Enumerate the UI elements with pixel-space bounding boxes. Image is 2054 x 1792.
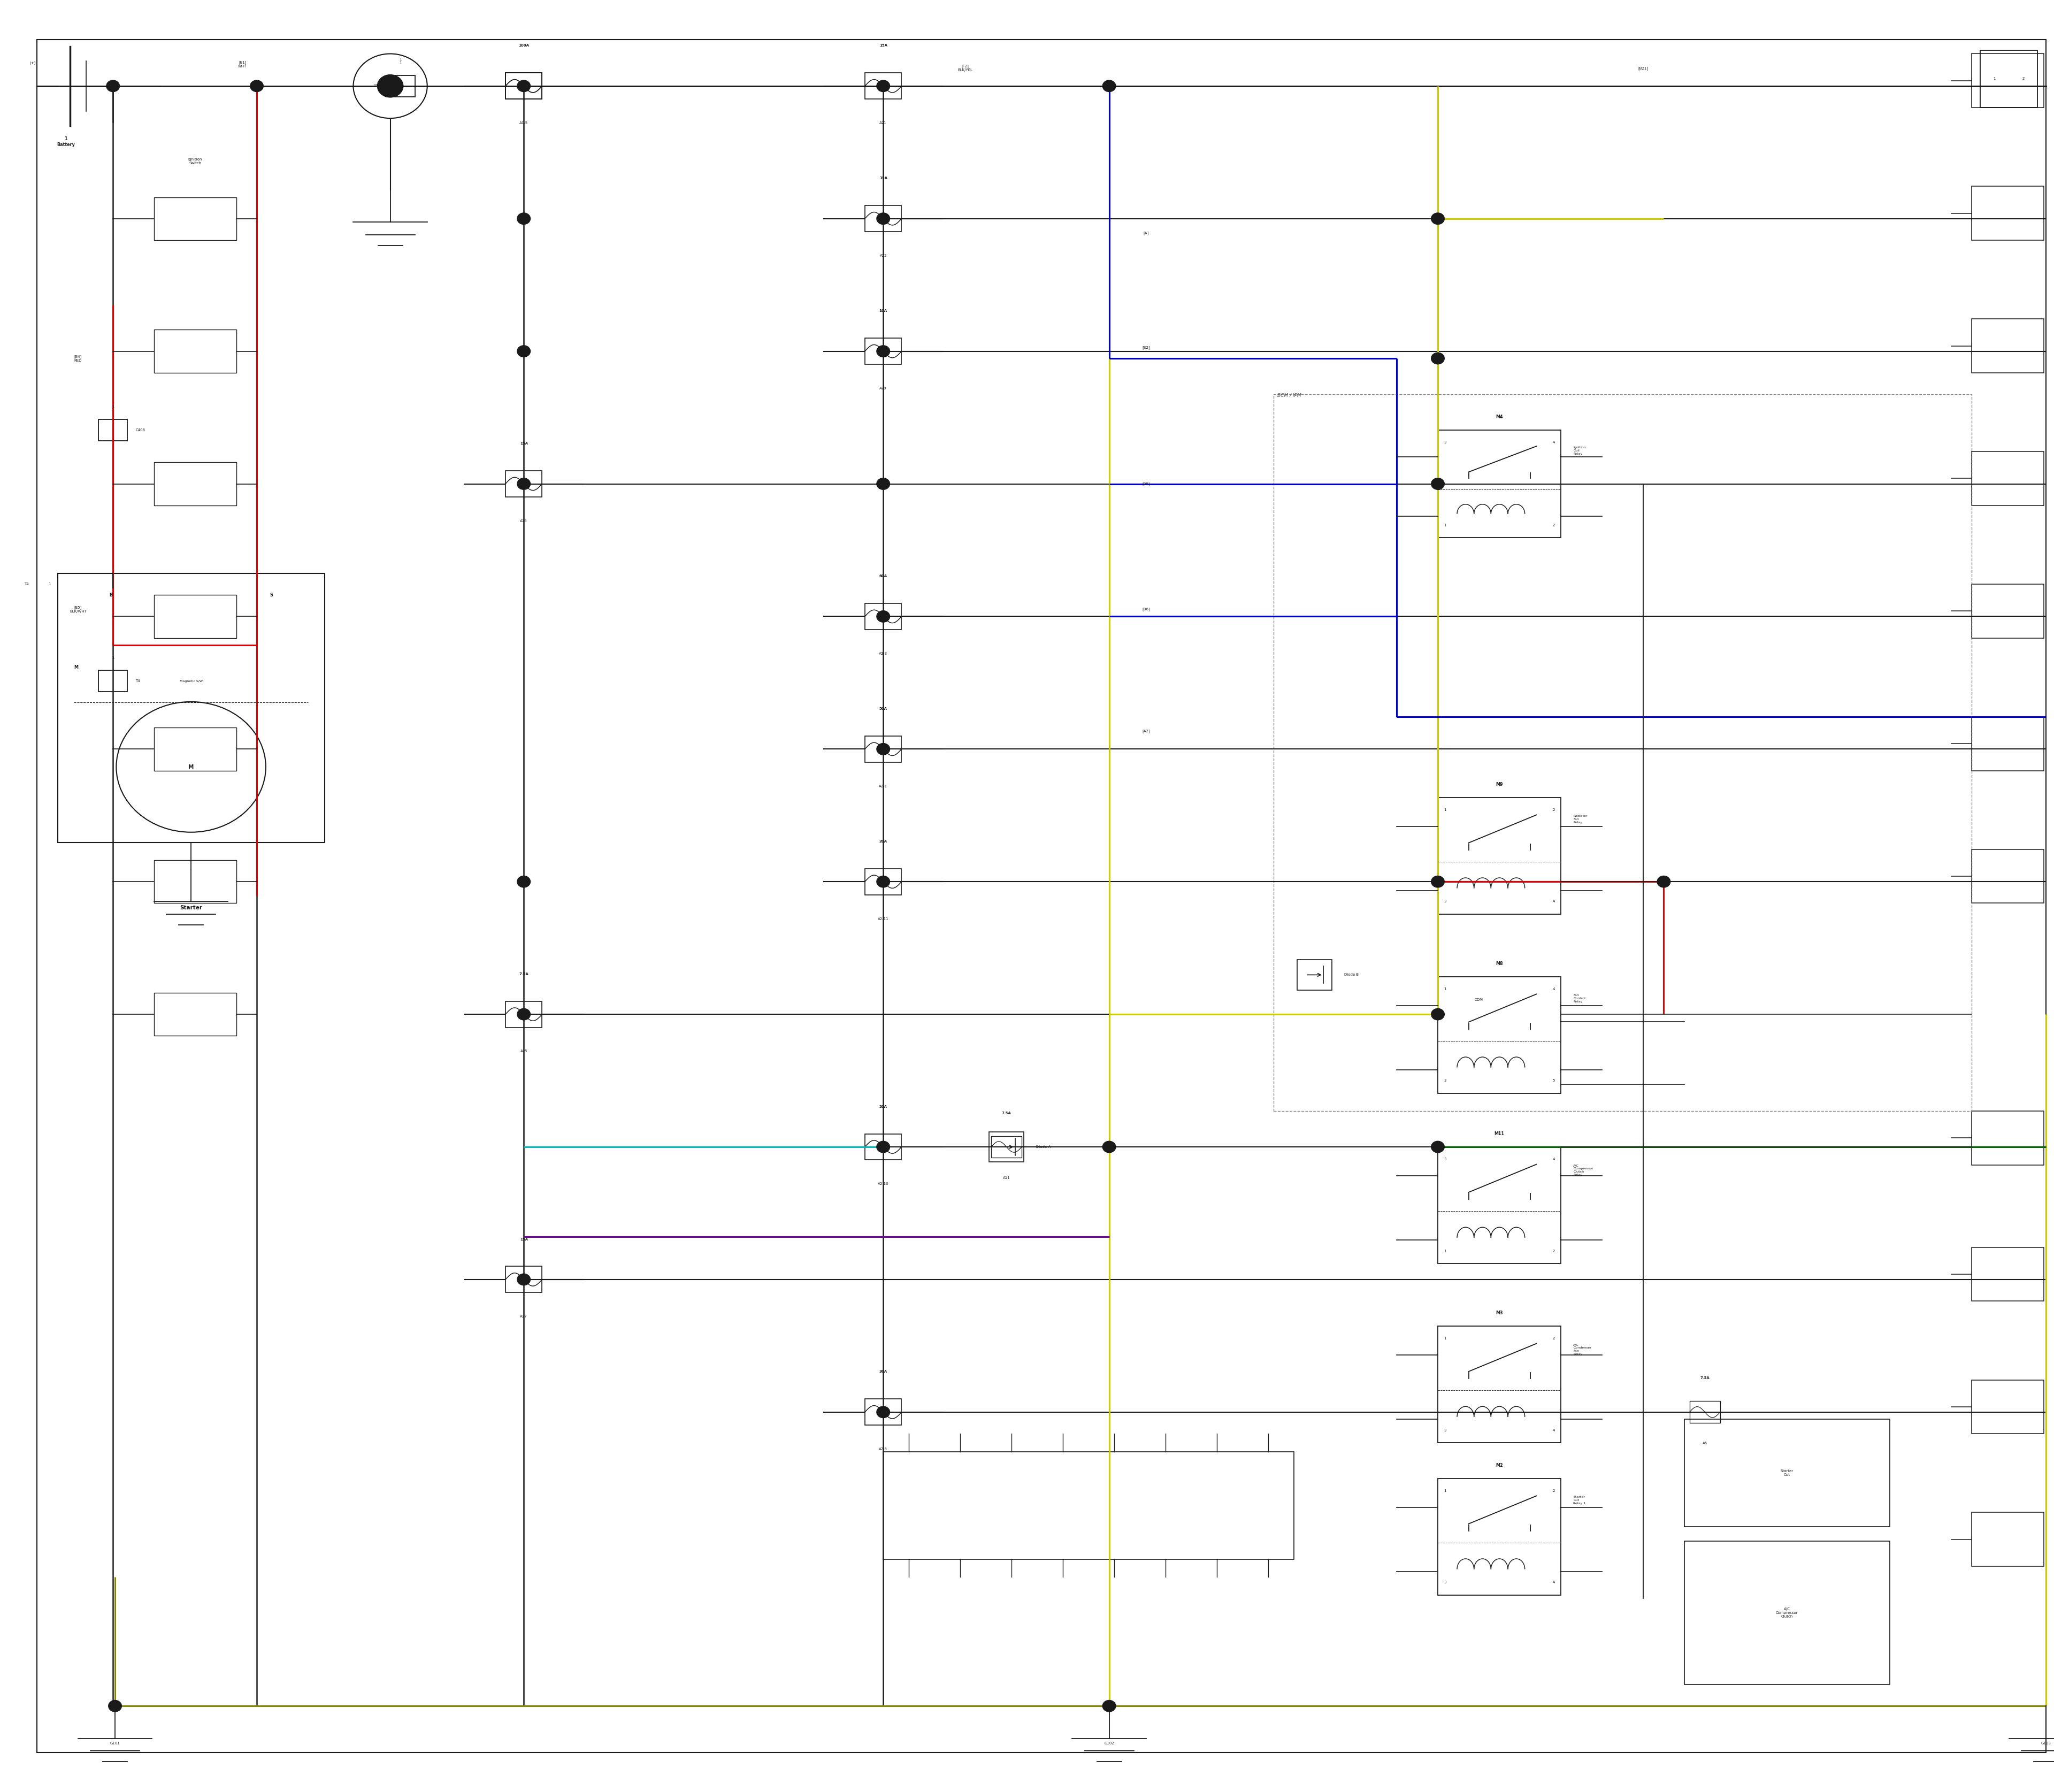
Text: M8: M8 bbox=[1495, 961, 1504, 966]
Bar bbox=[1972, 1247, 2044, 1301]
Text: 2: 2 bbox=[1553, 523, 1555, 527]
Text: 3: 3 bbox=[1444, 1581, 1446, 1584]
Text: 20A: 20A bbox=[879, 1106, 887, 1107]
Text: 20A: 20A bbox=[879, 840, 887, 842]
Bar bbox=[865, 206, 902, 231]
Text: 1: 1 bbox=[1992, 77, 1996, 81]
Text: Magnetic S/W: Magnetic S/W bbox=[179, 679, 203, 683]
Bar bbox=[154, 993, 236, 1036]
Text: M9: M9 bbox=[1495, 781, 1504, 787]
Text: 1: 1 bbox=[1444, 1489, 1446, 1493]
Text: T4: T4 bbox=[136, 679, 140, 683]
Text: 5: 5 bbox=[1553, 1079, 1555, 1082]
Bar bbox=[154, 330, 236, 373]
Text: 15A: 15A bbox=[879, 45, 887, 47]
Text: A5: A5 bbox=[1703, 1441, 1707, 1444]
Text: 1: 1 bbox=[1444, 1337, 1446, 1340]
Bar bbox=[1972, 717, 2044, 771]
Text: C406: C406 bbox=[136, 428, 146, 432]
Circle shape bbox=[1432, 353, 1444, 364]
Circle shape bbox=[1432, 1009, 1444, 1020]
Circle shape bbox=[518, 213, 530, 224]
Text: 10A: 10A bbox=[879, 310, 887, 312]
Circle shape bbox=[1103, 1701, 1115, 1711]
Text: 4: 4 bbox=[1553, 1428, 1555, 1432]
Text: 50A: 50A bbox=[879, 708, 887, 710]
Text: 7.5A: 7.5A bbox=[1002, 1111, 1011, 1115]
Bar bbox=[505, 73, 542, 99]
Text: 3: 3 bbox=[1444, 1079, 1446, 1082]
Text: 3: 3 bbox=[1444, 900, 1446, 903]
Bar bbox=[1438, 1478, 1561, 1595]
Text: 3: 3 bbox=[1444, 441, 1446, 444]
Bar bbox=[865, 339, 902, 364]
Bar bbox=[1438, 1326, 1561, 1443]
Text: 4: 4 bbox=[1553, 900, 1555, 903]
Bar bbox=[865, 737, 902, 762]
Bar bbox=[99, 419, 127, 441]
Text: [E1]
WHT: [E1] WHT bbox=[238, 61, 246, 68]
Text: 60A: 60A bbox=[879, 575, 887, 577]
Bar bbox=[1972, 584, 2044, 638]
Text: Starter
Cut
Relay 1: Starter Cut Relay 1 bbox=[1573, 1496, 1586, 1505]
Text: A22: A22 bbox=[879, 254, 887, 258]
Bar bbox=[1972, 849, 2044, 903]
Circle shape bbox=[877, 346, 889, 357]
Text: CDM: CDM bbox=[1475, 998, 1483, 1002]
Circle shape bbox=[877, 876, 889, 887]
Text: 1: 1 bbox=[398, 57, 403, 61]
Circle shape bbox=[107, 81, 119, 91]
Bar bbox=[154, 860, 236, 903]
Text: 1: 1 bbox=[47, 582, 51, 586]
Text: [B6]: [B6] bbox=[1142, 607, 1150, 611]
Bar bbox=[1972, 452, 2044, 505]
Text: 2: 2 bbox=[1553, 1489, 1555, 1493]
Bar bbox=[154, 462, 236, 505]
Bar bbox=[505, 1002, 542, 1027]
Text: M: M bbox=[74, 665, 78, 670]
Text: 100A: 100A bbox=[518, 45, 530, 47]
Text: 1: 1 bbox=[1444, 523, 1446, 527]
Bar bbox=[1684, 1541, 1890, 1684]
Text: 2: 2 bbox=[2021, 77, 2025, 81]
Bar bbox=[1438, 430, 1561, 538]
Text: [B2]: [B2] bbox=[1142, 346, 1150, 349]
Text: A21: A21 bbox=[879, 122, 887, 125]
Text: G102: G102 bbox=[1105, 1742, 1113, 1745]
Text: (+): (+) bbox=[31, 61, 35, 65]
Text: BCM / IPM: BCM / IPM bbox=[1278, 392, 1302, 398]
Text: 2: 2 bbox=[1553, 1249, 1555, 1253]
Text: A/C
Condenser
Fan
Relay: A/C Condenser Fan Relay bbox=[1573, 1344, 1592, 1355]
Text: Radiator
Fan
Relay: Radiator Fan Relay bbox=[1573, 815, 1588, 824]
Text: 30A: 30A bbox=[879, 1371, 887, 1373]
Circle shape bbox=[1658, 876, 1670, 887]
Circle shape bbox=[109, 1701, 121, 1711]
Bar bbox=[865, 1400, 902, 1425]
Text: A2-11: A2-11 bbox=[877, 918, 889, 921]
Text: A/C
Compressor
Clutch
Relay: A/C Compressor Clutch Relay bbox=[1573, 1165, 1594, 1176]
Bar bbox=[1438, 1147, 1561, 1263]
Text: 4: 4 bbox=[1553, 441, 1555, 444]
Text: 1: 1 bbox=[1444, 1249, 1446, 1253]
Bar bbox=[1298, 961, 1331, 989]
Text: 1
Battery: 1 Battery bbox=[58, 136, 74, 147]
Text: A2-3: A2-3 bbox=[879, 652, 887, 656]
Circle shape bbox=[518, 346, 530, 357]
Circle shape bbox=[1432, 478, 1444, 489]
Text: A2-1: A2-1 bbox=[879, 785, 887, 788]
Text: [B5]: [B5] bbox=[1142, 482, 1150, 486]
Text: M: M bbox=[189, 765, 193, 769]
Bar bbox=[1972, 1512, 2044, 1566]
Text: M3: M3 bbox=[1495, 1310, 1504, 1315]
Circle shape bbox=[877, 478, 889, 489]
Circle shape bbox=[1432, 876, 1444, 887]
Circle shape bbox=[251, 81, 263, 91]
Text: A11: A11 bbox=[1002, 1177, 1011, 1179]
Text: 4: 4 bbox=[1553, 987, 1555, 991]
Text: A2-5: A2-5 bbox=[879, 1448, 887, 1452]
Text: Starter
Cut: Starter Cut bbox=[1781, 1469, 1793, 1477]
Text: B: B bbox=[109, 593, 113, 597]
Text: 2: 2 bbox=[1553, 1337, 1555, 1340]
Text: 15A: 15A bbox=[520, 443, 528, 444]
Circle shape bbox=[877, 81, 889, 91]
